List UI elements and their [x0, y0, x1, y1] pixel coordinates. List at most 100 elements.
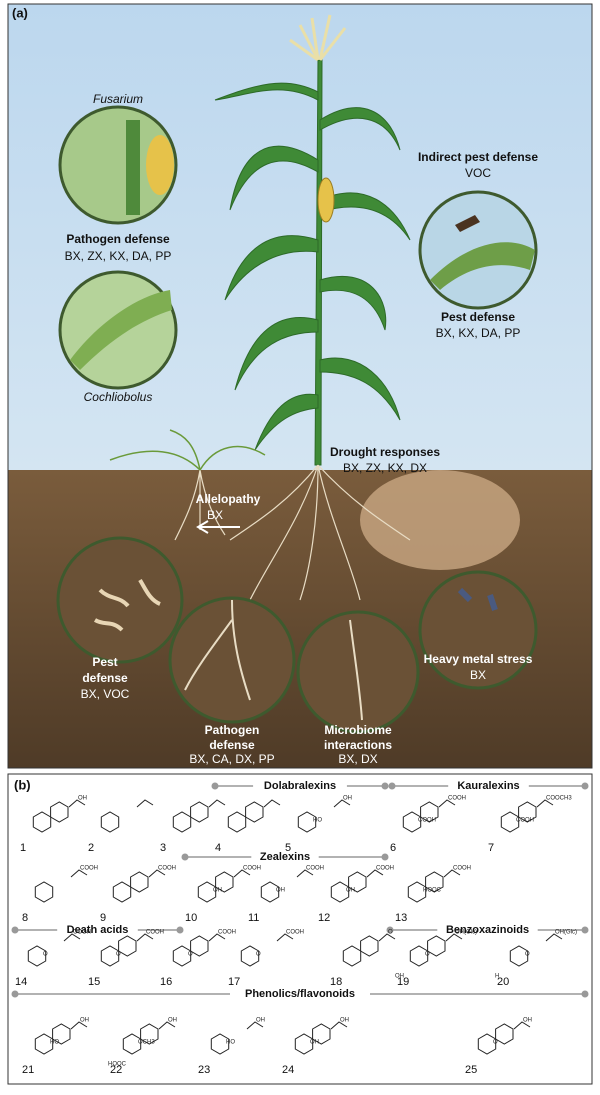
structure-ring [190, 935, 209, 957]
label: BX, DX [338, 752, 377, 766]
atom-label: HO [226, 1040, 235, 1046]
ear-detail [146, 135, 174, 195]
label: interactions [324, 738, 392, 752]
atom-label: O [425, 952, 430, 958]
structure-ring [52, 1023, 71, 1045]
atom-label: O [188, 952, 193, 958]
structure-ring [140, 1023, 159, 1045]
group-bg [251, 850, 319, 864]
label: Pest defense [441, 310, 515, 324]
structure-ring [495, 1023, 514, 1045]
structure-ring [360, 935, 379, 957]
group-dot [581, 926, 589, 934]
label: BX [207, 508, 223, 522]
structure-chain [68, 799, 86, 808]
structure-ring [518, 801, 537, 823]
atom-label: COOCH3 [546, 796, 572, 802]
panel-b: (b) Dolabralexins Kauralexins Zealexins Dea… [7, 773, 593, 1085]
atom-label: OH [523, 1018, 532, 1024]
atom-label: OH(Glc) [455, 930, 477, 936]
structure-chain [136, 933, 154, 942]
label: BX, ZX, KX, DX [343, 461, 427, 475]
group-bg [57, 923, 138, 937]
atom-label: OH [343, 796, 352, 802]
structure-chain [536, 799, 554, 808]
structure-ring [297, 811, 317, 833]
structure-chain [70, 1021, 88, 1030]
atom-label: COOH [73, 930, 91, 936]
compound-number: 20 [497, 976, 509, 988]
compound-number: 12 [318, 912, 330, 924]
atom-label: OH [340, 1018, 349, 1024]
structure-chain [330, 1021, 348, 1030]
atom-label: COOH [306, 866, 324, 872]
atom-label: COOH [286, 930, 304, 936]
atom-label: OCH3 [138, 1040, 155, 1046]
group-dot [176, 926, 184, 934]
group-bg [253, 779, 347, 793]
group-dot [388, 782, 396, 790]
atom-label: HO [313, 818, 322, 824]
compound-number: 1 [20, 842, 26, 854]
structure-chain [63, 933, 81, 942]
structure-chain [545, 933, 563, 942]
atom-label: HOOC [423, 888, 442, 894]
structure-chain [246, 1021, 264, 1030]
group-title: Death acids [67, 924, 129, 936]
metal-particles [457, 587, 498, 611]
atom-label: OH [395, 974, 404, 980]
atom-label: O [43, 952, 48, 958]
panel-a: (a) Fusarium Pathogen defense BX, ZX, KX… [7, 3, 593, 769]
atom-label: COOH [218, 930, 236, 936]
compound-number: 9 [100, 912, 106, 924]
label: BX, CA, DX, PP [189, 752, 274, 766]
label: Pathogen [205, 723, 260, 737]
label: BX, VOC [81, 687, 130, 701]
label: Heavy metal stress [424, 652, 533, 666]
atom-label: OH [80, 1018, 89, 1024]
weed [109, 429, 266, 471]
compound-number: 25 [465, 1064, 477, 1076]
structure-chain [208, 799, 226, 808]
atom-label: COOH [376, 866, 394, 872]
compound-number: 17 [228, 976, 240, 988]
label: BX, ZX, KX, DA, PP [65, 249, 172, 263]
stem-detail [126, 120, 140, 215]
structure-ring [215, 871, 234, 893]
root-detail [184, 599, 251, 701]
allelopathy-arrow [196, 520, 240, 534]
atom-label: OH [310, 1040, 319, 1046]
compound-number: 2 [88, 842, 94, 854]
structure-ring [245, 801, 264, 823]
structure-chain [148, 869, 166, 878]
structure-chain [296, 869, 314, 878]
atom-label: OH [213, 888, 222, 894]
roots [174, 464, 411, 601]
label: Pathogen defense [66, 232, 170, 246]
structure-chain [70, 869, 88, 878]
larvae [93, 578, 161, 632]
structure-ring [190, 801, 209, 823]
wasp [455, 215, 480, 232]
compound-number: 16 [160, 976, 172, 988]
compound-number: 6 [390, 842, 396, 854]
leaf-detail [70, 290, 172, 370]
compound-number: 3 [160, 842, 166, 854]
compound-number: 22 [110, 1064, 122, 1076]
label: VOC [465, 166, 491, 180]
structure-chain [513, 1021, 531, 1030]
group-title: Phenolics/flavonoids [245, 988, 355, 1000]
atom-label: O [388, 930, 393, 936]
compound-number: 21 [22, 1064, 34, 1076]
structure-ring [260, 881, 280, 903]
structure-ring [210, 1033, 230, 1055]
structure-chain [276, 933, 294, 942]
structure-ring [425, 871, 444, 893]
label: defense [209, 738, 255, 752]
atom-label: OH [346, 888, 355, 894]
atom-label: COOH [146, 930, 164, 936]
label: Fusarium [93, 92, 143, 106]
group-dot [581, 990, 589, 998]
atom-label: H [495, 974, 499, 980]
leaf-detail [430, 242, 535, 290]
